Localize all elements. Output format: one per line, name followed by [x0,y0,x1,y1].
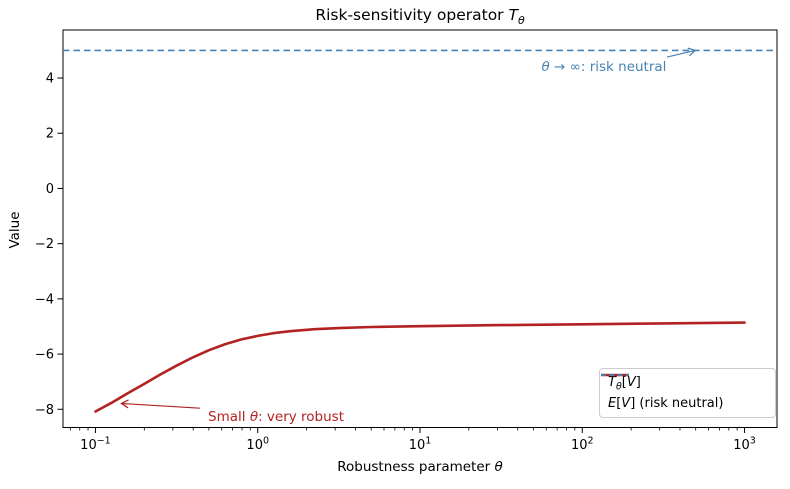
y-tick-label: 0 [46,182,54,197]
legend-item-t-theta: Tθ[V] [601,373,767,393]
legend-label-risk-neutral: E[V] (risk neutral) [608,396,724,412]
legend: Tθ[V] E[V] (risk neutral) [599,368,776,418]
y-axis-label: Value [7,211,23,249]
x-tick-label: 101 [409,436,432,454]
x-tick-label: 10−1 [80,436,111,454]
y-tick-label: −8 [35,403,54,418]
legend-swatch-dashed-line [601,374,629,376]
x-tick-label: 103 [733,436,756,454]
annotation-arrow-risk-neutral [666,47,697,58]
x-label-theta: θ [494,459,503,475]
title-math-t: T [508,6,518,24]
plot-title: Risk-sensitivity operator Tθ [63,6,777,27]
title-text: Risk-sensitivity operator [315,6,509,24]
x-axis-label: Robustness parameter θ [337,459,503,475]
legend-item-risk-neutral: E[V] (risk neutral) [601,374,767,412]
annotation-small-theta: Small θ: very robust [208,409,345,425]
title-math-sub: θ [517,14,525,28]
t-theta-curve [94,321,746,413]
y-tick-label: −2 [35,237,54,252]
y-tick-label: 2 [46,127,54,142]
annotation-arrow-robust [120,399,200,409]
x-tick-label: 102 [571,436,594,454]
y-tick-label: −4 [35,292,54,307]
y-tick-label: 4 [46,72,54,87]
annotation-risk-neutral: θ → ∞: risk neutral [541,58,667,75]
x-tick-label: 100 [246,436,269,454]
y-tick-label: −6 [35,348,54,363]
legend-label-t-theta: Tθ[V] [608,374,641,393]
